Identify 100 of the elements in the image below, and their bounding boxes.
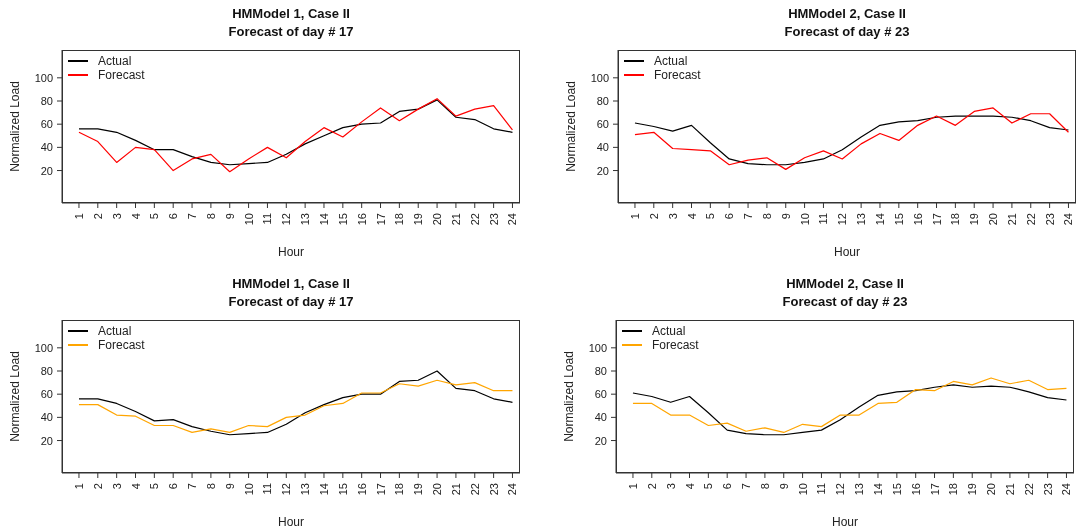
y-tick-label: 80 [40,365,53,377]
x-tick-label: 22 [1024,213,1037,226]
y-tick-label: 100 [34,341,53,354]
x-tick-label: 1 [72,483,85,490]
x-tick-label: 8 [758,483,771,490]
y-axis-title: Normalized Load [8,81,22,172]
y-tick-label: 100 [588,341,607,354]
y-axis-title: Normalized Load [562,351,576,442]
y-tick-label: 60 [594,388,607,401]
x-tick-label: 10 [242,483,255,496]
chart-title: HMModel 2, Case II [787,5,907,23]
line-series [78,379,514,434]
legend-label: Actual [98,54,132,68]
x-tick-label: 22 [468,213,481,226]
x-tick-label: 1 [628,213,641,220]
line-series [634,115,1070,166]
x-tick-label: 5 [148,213,161,220]
x-tick-label: 7 [186,483,199,490]
x-tick-label: 12 [836,213,849,226]
y-tick-label: 20 [596,164,609,177]
x-tick-label: 12 [280,213,293,226]
x-tick-label: 9 [223,483,236,490]
x-tick-label: 20 [431,483,444,496]
y-tick-label: 100 [590,71,609,84]
y-tick-label: 60 [40,118,53,131]
x-tick-label: 4 [685,213,698,220]
x-tick-label: 15 [892,213,905,226]
chart-subtitle: Forecast of day # 23 [781,293,909,311]
x-tick-label: 19 [412,483,425,496]
legend-label: Forecast [654,68,701,82]
x-tick-label: 2 [647,213,660,220]
x-tick-label: 10 [798,213,811,226]
x-tick-label: 5 [702,483,715,490]
x-tick-label: 23 [1041,483,1054,496]
legend-label: Actual [652,324,686,338]
legend-label: Forecast [98,338,145,352]
x-tick-label: 24 [1062,213,1075,226]
x-tick-label: 6 [721,483,734,490]
x-tick-label: 22 [468,483,481,496]
x-tick-label: 12 [834,483,847,496]
x-tick-label: 23 [487,483,500,496]
legend-label: Actual [654,54,688,68]
x-tick-label: 17 [374,213,387,226]
x-tick-label: 22 [1022,483,1035,496]
y-axis-title: Normalized Load [564,81,578,172]
y-tick-label: 40 [40,411,53,424]
x-tick-label: 2 [91,213,104,220]
x-tick-label: 7 [740,483,753,490]
y-tick-label: 80 [40,95,53,107]
x-tick-label: 1 [626,483,639,490]
x-tick-label: 18 [947,483,960,496]
x-tick-label: 16 [355,483,368,496]
x-tick-label: 24 [1060,483,1073,496]
x-tick-label: 20 [431,213,444,226]
x-tick-label: 19 [412,213,425,226]
x-tick-label: 11 [817,213,830,225]
x-tick-label: 23 [1043,213,1056,226]
x-tick-label: 21 [1003,483,1016,496]
x-tick-label: 13 [855,213,868,226]
x-tick-label: 7 [742,213,755,220]
legend-label: Forecast [652,338,699,352]
x-axis-title: Hour [277,515,305,529]
x-tick-label: 4 [683,483,696,490]
x-tick-label: 1 [72,213,85,220]
chart-subtitle: Forecast of day # 23 [783,23,911,41]
x-tick-label: 15 [336,483,349,496]
legend-label: Forecast [98,68,145,82]
x-tick-label: 11 [261,483,274,495]
y-tick-label: 20 [40,434,53,447]
x-tick-label: 24 [506,213,519,226]
y-tick-label: 20 [594,434,607,447]
x-axis-title: Hour [277,245,305,259]
x-tick-label: 18 [393,213,406,226]
x-tick-label: 4 [129,483,142,490]
x-tick-label: 3 [666,213,679,220]
x-tick-label: 3 [110,213,123,220]
y-tick-label: 80 [596,95,609,107]
line-series [78,370,514,436]
y-tick-label: 20 [40,164,53,177]
x-tick-label: 21 [449,213,462,226]
x-tick-label: 5 [704,213,717,220]
y-tick-label: 60 [596,118,609,131]
x-tick-label: 23 [487,213,500,226]
y-tick-label: 40 [40,141,53,154]
x-tick-label: 21 [1005,213,1018,226]
x-tick-label: 16 [909,483,922,496]
x-tick-label: 20 [985,483,998,496]
y-tick-label: 60 [40,388,53,401]
x-tick-label: 19 [968,213,981,226]
x-tick-label: 13 [299,213,312,226]
x-tick-label: 3 [664,483,677,490]
x-tick-label: 13 [853,483,866,496]
x-tick-label: 2 [645,483,658,490]
x-tick-label: 18 [949,213,962,226]
x-tick-label: 8 [204,213,217,220]
x-tick-label: 9 [777,483,790,490]
x-tick-label: 2 [91,483,104,490]
y-axis-title: Normalized Load [8,351,22,442]
x-tick-label: 10 [796,483,809,496]
line-series [634,107,1070,170]
